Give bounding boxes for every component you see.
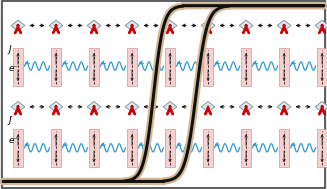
Bar (203, 48, 213, 86)
Polygon shape (163, 20, 177, 31)
Bar (127, 129, 137, 167)
Bar (279, 129, 289, 167)
Bar (51, 48, 61, 86)
Polygon shape (11, 101, 25, 112)
Bar (241, 129, 251, 167)
Bar (279, 48, 289, 86)
Polygon shape (277, 20, 291, 31)
Polygon shape (125, 101, 139, 112)
Polygon shape (87, 101, 101, 112)
Text: e⁻: e⁻ (8, 136, 18, 145)
Polygon shape (49, 101, 63, 112)
Polygon shape (201, 101, 215, 112)
Bar (317, 48, 327, 86)
Bar (13, 129, 23, 167)
Bar (317, 129, 327, 167)
Polygon shape (277, 101, 291, 112)
Bar (241, 48, 251, 86)
Bar (13, 48, 23, 86)
Polygon shape (125, 20, 139, 31)
Polygon shape (315, 20, 327, 31)
Bar (51, 129, 61, 167)
Polygon shape (87, 20, 101, 31)
Bar (127, 48, 137, 86)
Text: e⁻: e⁻ (8, 64, 18, 73)
Bar (89, 48, 99, 86)
Polygon shape (163, 101, 177, 112)
Bar (203, 129, 213, 167)
Text: J: J (8, 45, 11, 54)
Polygon shape (239, 20, 253, 31)
Polygon shape (315, 101, 327, 112)
Polygon shape (239, 101, 253, 112)
Text: J′: J′ (8, 116, 13, 125)
Bar (165, 129, 175, 167)
Polygon shape (11, 20, 25, 31)
Bar (165, 48, 175, 86)
Polygon shape (49, 20, 63, 31)
Polygon shape (201, 20, 215, 31)
Bar (89, 129, 99, 167)
